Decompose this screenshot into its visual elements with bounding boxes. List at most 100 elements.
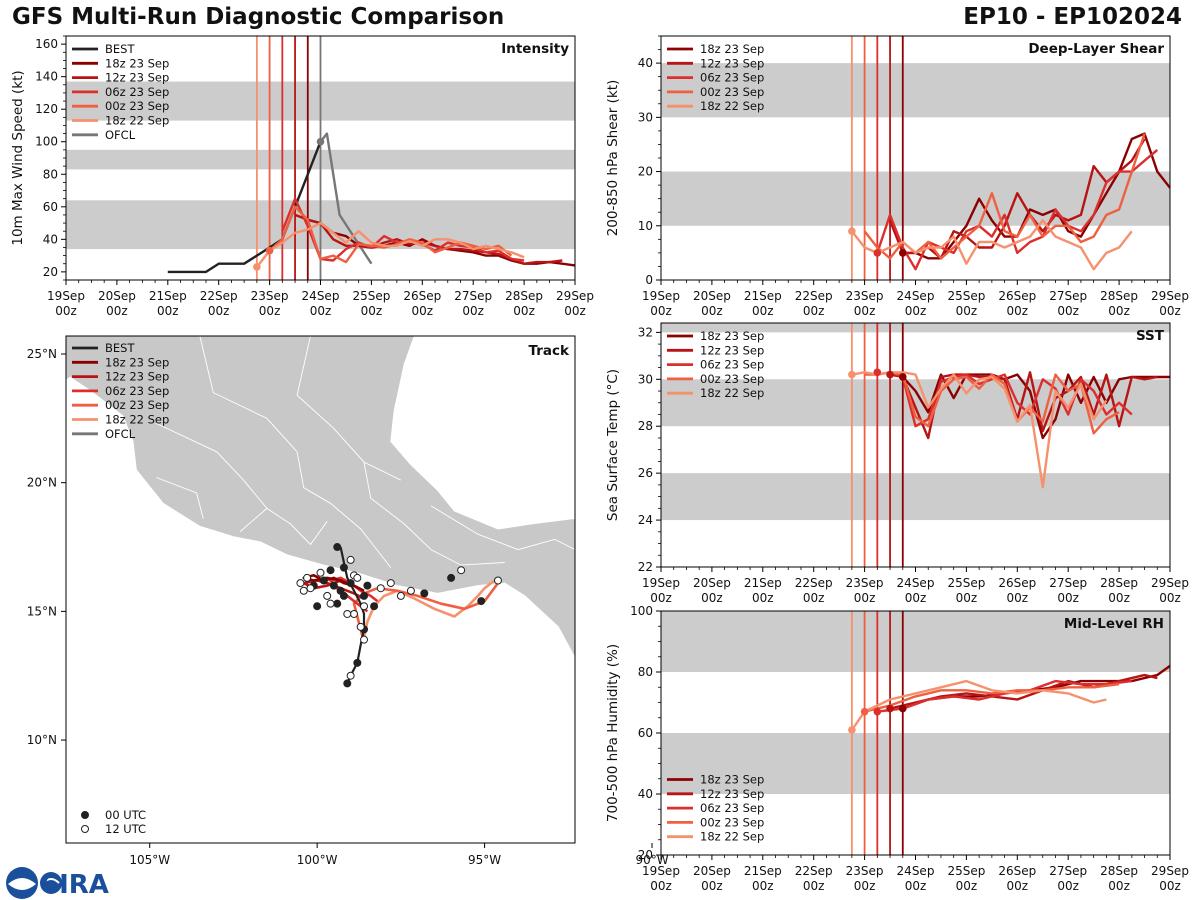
sst-init-point-1	[873, 368, 882, 377]
track-xtick-label-0: 105°W	[129, 853, 170, 867]
track-legend-label-0: BEST	[105, 341, 135, 355]
track-legend-label-3: 06z 23 Sep	[105, 384, 169, 398]
track-marker-12utc	[457, 566, 466, 575]
sst-init-point-2	[886, 370, 894, 379]
intensity-legend-label-4: 00z 23 Sep	[105, 99, 169, 113]
sst-xtick-sublabel-10: 00z	[1159, 591, 1181, 605]
track-marker-00utc	[339, 563, 348, 572]
track-legend-label-2: 12z 23 Sep	[105, 370, 169, 384]
shear-xtick-label-7: 26Sep	[998, 289, 1036, 303]
shear-xtick-sublabel-2: 00z	[752, 304, 774, 318]
track-marker-00utc	[447, 573, 456, 582]
shear-series-12z-23-sep	[888, 138, 1146, 260]
track-marker-12utc	[343, 609, 352, 618]
track-xtick-label-2: 95°W	[468, 853, 501, 867]
track-marker-12utc	[406, 586, 415, 595]
intensity-init-point-0	[253, 263, 261, 271]
sst-ytick-label-1: 24	[638, 513, 653, 527]
track-marker-00utc	[346, 579, 355, 588]
shear-xtick-label-5: 24Sep	[897, 289, 935, 303]
intensity-ytick-label-7: 160	[35, 37, 58, 51]
track-marker-12utc	[360, 635, 369, 644]
track-legend-label-4: 00z 23 Sep	[105, 398, 169, 412]
intensity-xtick-sublabel-5: 00z	[310, 304, 332, 318]
track-xtick-label-3: 90°W	[635, 853, 668, 867]
intensity-xtick-label-5: 24Sep	[302, 289, 340, 303]
track-marker-12utc	[360, 602, 369, 611]
sst-xtick-sublabel-5: 00z	[905, 591, 927, 605]
rh-init-point-0	[848, 726, 856, 734]
track-marker-12utc	[323, 591, 332, 600]
track-marker-00utc	[333, 599, 342, 608]
track-marker-00utc	[360, 591, 369, 600]
intensity-xtick-label-2: 21Sep	[149, 289, 187, 303]
intensity-xtick-label-6: 25Sep	[352, 289, 390, 303]
shear-panel: 01020304019Sep00z20Sep00z21Sep00z22Sep00…	[605, 35, 1189, 318]
shear-ytick-label-1: 10	[638, 219, 653, 233]
sst-band-2	[661, 323, 1170, 333]
intensity-legend-label-5: 18z 22 Sep	[105, 114, 169, 128]
track-marker-00utc	[319, 576, 328, 585]
shear-xtick-label-1: 20Sep	[693, 289, 731, 303]
sst-legend-label-0: 18z 23 Sep	[700, 329, 764, 343]
track-panel: 105°W 100°W 95°W 90°W 10°N 15°N 20°N 25°N Track B…	[27, 335, 669, 867]
intensity-legend-label-2: 12z 23 Sep	[105, 71, 169, 85]
shear-init-point-2	[898, 249, 907, 257]
track-marker-00utc	[313, 602, 322, 611]
rh-xtick-sublabel-5: 00z	[905, 879, 927, 893]
track-marker-legend-symbol-1	[81, 825, 89, 833]
shear-ytick-label-2: 20	[638, 165, 653, 179]
intensity-legend-label-0: BEST	[105, 42, 135, 56]
intensity-xtick-label-7: 26Sep	[403, 289, 441, 303]
shear-legend-label-3: 00z 23 Sep	[700, 85, 764, 99]
sst-xtick-label-9: 28Sep	[1100, 576, 1138, 590]
sst-xtick-label-5: 24Sep	[897, 576, 935, 590]
sst-panel: 22242628303219Sep00z20Sep00z21Sep00z22Se…	[605, 322, 1189, 605]
sst-init-point-3	[898, 373, 907, 381]
intensity-ytick-label-5: 120	[35, 102, 58, 116]
cira-globe-icon	[40, 872, 62, 894]
track-marker-00utc	[326, 566, 335, 575]
rh-init-point-4	[898, 704, 907, 713]
sst-xtick-label-8: 27Sep	[1049, 576, 1087, 590]
intensity-ylabel: 10m Max Wind Speed (kt)	[10, 70, 26, 245]
sst-series-00z-23-sep	[864, 371, 1120, 435]
state-border-4	[363, 462, 505, 566]
rh-series-18z-22-sep	[850, 679, 1107, 731]
figure-title: GFS Multi-Run Diagnostic Comparison	[12, 4, 505, 30]
track-marker-12utc	[346, 555, 355, 564]
shear-xtick-label-8: 27Sep	[1049, 289, 1087, 303]
state-border-3	[296, 451, 392, 568]
intensity-xtick-sublabel-0: 00z	[55, 304, 77, 318]
track-marker-00utc	[420, 589, 429, 598]
shear-legend-label-0: 18z 23 Sep	[700, 42, 764, 56]
shear-xtick-label-4: 23Sep	[846, 289, 884, 303]
intensity-xtick-sublabel-2: 00z	[157, 304, 179, 318]
rh-xtick-label-6: 25Sep	[947, 864, 985, 878]
shear-xtick-label-9: 28Sep	[1100, 289, 1138, 303]
sst-ytick-label-4: 30	[638, 372, 653, 386]
shear-init-point-0	[848, 227, 856, 235]
sst-ytick-label-2: 26	[638, 466, 653, 480]
intensity-xtick-sublabel-4: 00z	[259, 304, 281, 318]
track-marker-legend-symbol-0	[81, 811, 89, 819]
sst-band-0	[661, 473, 1170, 521]
track-ytick-label-1: 15°N	[27, 604, 57, 618]
shear-xtick-label-3: 22Sep	[795, 289, 833, 303]
sst-legend-label-4: 18z 22 Sep	[700, 386, 764, 400]
sst-legend-label-1: 12z 23 Sep	[700, 343, 764, 357]
rh-ytick-label-2: 60	[638, 726, 653, 740]
sst-legend-label-3: 00z 23 Sep	[700, 372, 764, 386]
rh-legend-label-1: 12z 23 Sep	[700, 787, 764, 801]
intensity-legend-label-1: 18z 23 Sep	[105, 56, 169, 70]
rh-xtick-sublabel-8: 00z	[1057, 879, 1079, 893]
sst-xtick-label-10: 29Sep	[1151, 576, 1189, 590]
shear-xtick-sublabel-5: 00z	[905, 304, 927, 318]
rh-band-0	[661, 733, 1170, 794]
track-ytick-label-0: 10°N	[27, 733, 57, 747]
state-border-2	[156, 423, 268, 532]
sst-xtick-label-1: 20Sep	[693, 576, 731, 590]
shear-xtick-sublabel-0: 00z	[650, 304, 672, 318]
track-marker-00utc	[343, 679, 352, 688]
